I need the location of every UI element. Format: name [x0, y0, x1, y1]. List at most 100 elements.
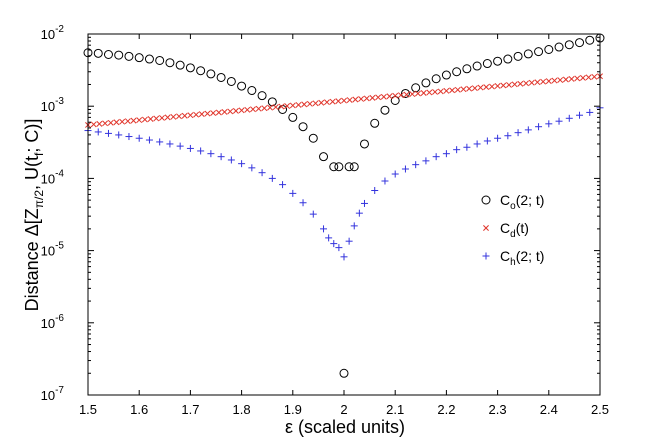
data-point [426, 89, 433, 96]
data-point [482, 59, 492, 69]
data-point [586, 108, 594, 116]
data-point [349, 162, 359, 172]
data-point [164, 114, 171, 121]
data-point [473, 140, 481, 148]
data-point [494, 134, 502, 142]
data-point [102, 120, 109, 127]
legend-marker [483, 225, 489, 231]
data-point [308, 133, 318, 143]
data-point [255, 105, 262, 112]
legend: Co(2; t) Cd(t) Ch(2; t) [481, 192, 544, 268]
data-point [226, 76, 236, 86]
data-point [221, 109, 228, 115]
data-point [207, 150, 215, 158]
data-point [443, 87, 450, 94]
data-point [312, 100, 319, 107]
data-point [319, 152, 329, 162]
data-point [585, 74, 592, 81]
data-point [441, 70, 451, 80]
legend-entry: Ch(2; t) [500, 248, 544, 268]
data-point [528, 79, 535, 86]
data-point [165, 58, 175, 68]
data-point [278, 105, 288, 115]
legend-marker [482, 252, 490, 260]
data-point [463, 143, 471, 151]
data-point [371, 186, 379, 194]
legend-entry: Cd(t) [500, 220, 529, 240]
data-point [517, 80, 524, 87]
y-label-sub1: π/2 [32, 190, 46, 209]
data-point [514, 129, 522, 137]
data-point [392, 92, 399, 99]
data-point [268, 174, 276, 182]
data-point [335, 98, 342, 105]
data-point [284, 103, 291, 109]
data-point [176, 113, 182, 120]
data-point [301, 101, 308, 108]
data-point [483, 137, 491, 145]
data-point [176, 142, 184, 150]
data-point [432, 88, 438, 95]
data-point [363, 95, 370, 102]
data-point [170, 113, 177, 120]
y-label-sub2: f [32, 152, 46, 156]
data-point [204, 110, 211, 117]
x-axis-ticks: 1.5 1.6 1.7 1.8 1.9 2 2.1 2.2 2.3 2.4 2.5 [79, 34, 609, 417]
data-point [175, 60, 185, 70]
y-tick-label: 10-6 [41, 313, 65, 331]
data-point [299, 199, 307, 207]
data-point [386, 93, 393, 100]
data-point [325, 234, 333, 242]
legend-marker [481, 195, 491, 205]
data-point [330, 240, 338, 248]
data-point [340, 253, 348, 261]
data-point [375, 94, 382, 101]
data-point [261, 105, 268, 112]
x-tick-label: 1.9 [284, 402, 302, 417]
data-point [135, 134, 143, 142]
data-point [309, 210, 317, 218]
data-point [334, 162, 344, 172]
data-point [267, 104, 273, 111]
data-point [125, 133, 133, 141]
data-point [369, 94, 376, 101]
data-point [156, 138, 164, 146]
data-point [506, 81, 512, 88]
data-point [341, 97, 347, 104]
data-point [391, 170, 399, 178]
data-point [288, 112, 298, 122]
y-axis-ticks: 10-7 10-6 10-5 10-4 10-3 10-2 [41, 24, 600, 403]
data-point [244, 106, 251, 113]
data-point [397, 92, 404, 99]
data-point [346, 97, 353, 104]
data-point [557, 77, 564, 83]
y-label-prefix: Distance Δ[Z [22, 208, 42, 311]
data-point [540, 78, 547, 85]
data-point [206, 69, 216, 79]
data-point [562, 76, 569, 83]
data-point [401, 165, 409, 173]
data-point [494, 83, 501, 89]
data-point [352, 96, 359, 103]
data-point [431, 74, 441, 84]
data-point [193, 111, 200, 118]
data-point [513, 51, 523, 61]
plot-frame [87, 33, 601, 396]
data-point [227, 156, 235, 164]
data-point [210, 110, 217, 116]
data-point [523, 49, 533, 59]
data-point [114, 50, 124, 60]
data-point [477, 84, 484, 91]
data-point [196, 66, 206, 76]
data-point [380, 93, 387, 100]
data-point [323, 99, 330, 106]
data-point [335, 244, 343, 252]
data-point [145, 136, 153, 144]
y-label-mid: , U(t [22, 156, 42, 190]
data-point [370, 118, 380, 128]
data-point [216, 72, 226, 82]
data-point [344, 162, 354, 172]
data-point [96, 120, 103, 127]
data-point [115, 131, 123, 139]
data-point [412, 161, 420, 169]
